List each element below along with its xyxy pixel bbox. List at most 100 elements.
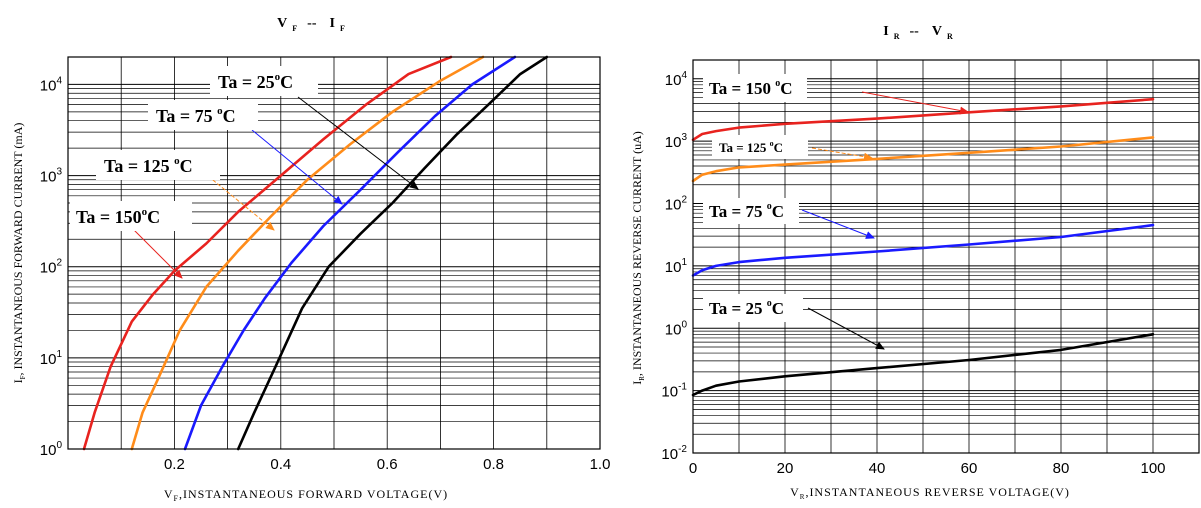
chart-left-label-75-text: Ta = 75 bbox=[156, 106, 217, 126]
chart-left-y-tick-label: 102 bbox=[40, 258, 63, 277]
chart-left-plot-frame bbox=[67, 56, 601, 450]
chart-left-series-line-2 bbox=[183, 55, 517, 451]
chart-left-series-line-0 bbox=[82, 55, 453, 451]
chart-right-x-ticks: 0 20 40 60 80 100 bbox=[689, 460, 1166, 477]
chart-right-arrow-25 bbox=[807, 307, 885, 350]
chart-left-label-150-unit: C bbox=[147, 207, 160, 227]
chart-left-label-25-text: Ta = 25 bbox=[218, 72, 275, 92]
chart-left-title-sub2: F bbox=[340, 24, 345, 33]
chart-right-label-25: Ta = 25 oC bbox=[703, 294, 803, 322]
chart-right-x-tick-label: 60 bbox=[961, 460, 978, 477]
chart-right-grid bbox=[693, 59, 1199, 454]
chart-right-ylabel: IR, INSTANTANEOUS REVERSE CURRENT (uA) bbox=[630, 131, 646, 385]
chart-left-label-25-unit: C bbox=[280, 72, 293, 92]
chart-right-title-sub2: R bbox=[947, 32, 953, 41]
chart-left-y-tick-label: 103 bbox=[40, 167, 63, 186]
chart-left-y-ticks: 100 101 102 103 104 bbox=[40, 75, 63, 459]
chart-right-label-125-unit: C bbox=[774, 140, 783, 155]
chart-right-series-line-0 bbox=[691, 97, 1155, 142]
chart-left-title-sub1: F bbox=[292, 24, 297, 33]
chart-right-label-125-sup: o bbox=[770, 139, 774, 148]
svg-text:Ta = 125 oC: Ta = 125 oC bbox=[104, 155, 193, 176]
chart-left-ylabel-text: , INSTANTANEOUS FORWARD CURRENT (mA) bbox=[11, 123, 25, 376]
chart-left-arrow-150 bbox=[131, 227, 183, 279]
chart-left-ylabel: IF, INSTANTANEOUS FORWARD CURRENT (mA) bbox=[11, 123, 27, 384]
chart-right-title-sep: -- bbox=[910, 24, 920, 39]
chart-right-label-25-text: Ta = 25 bbox=[709, 299, 767, 318]
chart-right-label-75: Ta = 75 oC bbox=[703, 198, 799, 224]
svg-text:Ta = 25oC: Ta = 25oC bbox=[218, 71, 293, 92]
chart-right-x-tick-label: 80 bbox=[1053, 460, 1070, 477]
chart-right-xlabel-sub: R bbox=[800, 493, 806, 501]
chart-left-label-125-sup: o bbox=[174, 155, 180, 167]
chart-left-xlabel-sym: V bbox=[164, 487, 174, 501]
chart-right-x-tick-label: 0 bbox=[689, 460, 697, 477]
chart-right-series-line-2 bbox=[691, 223, 1155, 277]
chart-right-y-ticks: 10-2 10-1 100 101 102 103 104 bbox=[661, 70, 687, 463]
chart-left-arrow-75 bbox=[251, 129, 343, 205]
chart-left-series-line-3 bbox=[236, 55, 549, 451]
chart-left-series bbox=[82, 55, 549, 451]
chart-right-y-tick-label: 104 bbox=[665, 70, 688, 89]
chart-left-x-tick-label: 0.2 bbox=[164, 456, 185, 473]
chart-left-y-tick-label: 101 bbox=[40, 349, 63, 368]
chart-left-y-tick-label: 104 bbox=[40, 75, 63, 94]
chart-right-x-tick-label: 40 bbox=[869, 460, 886, 477]
chart-left-label-75-sup: o bbox=[217, 105, 223, 117]
chart-right-label-75-sup: o bbox=[767, 201, 772, 212]
chart-right-x-tick-label: 100 bbox=[1140, 460, 1165, 477]
chart-right-ylabel-text: , INSTANTANEOUS REVERSE CURRENT (uA) bbox=[630, 131, 644, 376]
chart-right-arrow-125 bbox=[811, 147, 873, 161]
svg-text:Ta = 75 oC: Ta = 75 oC bbox=[156, 105, 236, 126]
svg-text:Ta = 25 oC: Ta = 25 oC bbox=[709, 298, 784, 318]
chart-right-arrow-150 bbox=[861, 91, 969, 115]
svg-text:Ta = 75 oC: Ta = 75 oC bbox=[709, 201, 784, 221]
chart-left-title: V F -- I F bbox=[277, 16, 345, 33]
chart-left-label-125-unit: C bbox=[180, 156, 193, 176]
chart-left-title-sep: -- bbox=[307, 16, 317, 31]
chart-right-title: I R -- V R bbox=[883, 24, 953, 41]
chart-left-arrow-125 bbox=[207, 175, 275, 231]
chart-left-x-tick-label: 0.8 bbox=[483, 456, 504, 473]
chart-left-x-ticks: 0.2 0.4 0.6 0.8 1.0 bbox=[164, 456, 610, 473]
chart-left-xlabel-text: ,INSTANTANEOUS FORWARD VOLTAGE(V) bbox=[179, 487, 448, 501]
chart-left-label-125-text: Ta = 125 bbox=[104, 156, 174, 176]
chart-left-ylabel-sub: F bbox=[19, 375, 27, 379]
chart-left-label-25: Ta = 25oC bbox=[210, 66, 318, 96]
chart-right-y-tick-label: 10-1 bbox=[661, 382, 687, 401]
chart-right-x-tick-label: 20 bbox=[777, 460, 794, 477]
chart-right-y-tick-label: 100 bbox=[665, 319, 688, 338]
chart-right-arrow-75 bbox=[801, 209, 875, 239]
chart-left-grid bbox=[68, 56, 600, 450]
chart-right-y-tick-label: 10-2 bbox=[661, 444, 687, 463]
chart-left-xlabel-sub: F bbox=[174, 494, 179, 503]
chart-right-y-tick-label: 101 bbox=[665, 257, 688, 276]
chart-left-x-tick-label: 0.4 bbox=[270, 456, 291, 473]
chart-left-arrow-25 bbox=[297, 96, 419, 190]
chart-left-label-150: Ta = 150oC bbox=[70, 201, 192, 231]
chart-right-series-line-3 bbox=[691, 332, 1155, 397]
chart-right-label-150-sup: o bbox=[775, 78, 780, 89]
chart-right-ylabel-sym: I bbox=[630, 381, 644, 385]
chart-left-xlabel: VF,INSTANTANEOUS FORWARD VOLTAGE(V) bbox=[164, 487, 448, 503]
chart-left-label-125: Ta = 125 oC bbox=[96, 150, 220, 180]
svg-text:Ta = 125 oC: Ta = 125 oC bbox=[719, 139, 783, 155]
chart-left-series-line-1 bbox=[130, 55, 485, 451]
chart-left-x-tick-label: 1.0 bbox=[590, 456, 611, 473]
chart-right-title-sym1: I bbox=[883, 24, 888, 39]
chart-left-y-tick-label: 100 bbox=[40, 440, 63, 459]
chart-left-label-150-text: Ta = 150 bbox=[76, 207, 142, 227]
chart-right: I R -- V R 0 20 40 60 80 100 10-210-1100101102103… bbox=[630, 24, 1200, 501]
chart-left-label-150-sup: o bbox=[142, 206, 148, 218]
chart-left-label-75: Ta = 75 oC bbox=[148, 100, 258, 130]
chart-right-y-tick-label: 103 bbox=[665, 132, 688, 151]
chart-right-xlabel-text: ,INSTANTANEOUS REVERSE VOLTAGE(V) bbox=[805, 485, 1069, 499]
chart-left-label-25-sup: o bbox=[275, 71, 281, 83]
chart-right-label-125: Ta = 125 oC bbox=[712, 135, 808, 159]
chart-right-series bbox=[691, 97, 1155, 397]
chart-right-label-75-text: Ta = 75 bbox=[709, 202, 767, 221]
chart-right-label-125-text: Ta = 125 bbox=[719, 140, 770, 155]
chart-right-xlabel-sym: V bbox=[790, 485, 800, 499]
chart-right-label-25-sup: o bbox=[767, 298, 772, 309]
